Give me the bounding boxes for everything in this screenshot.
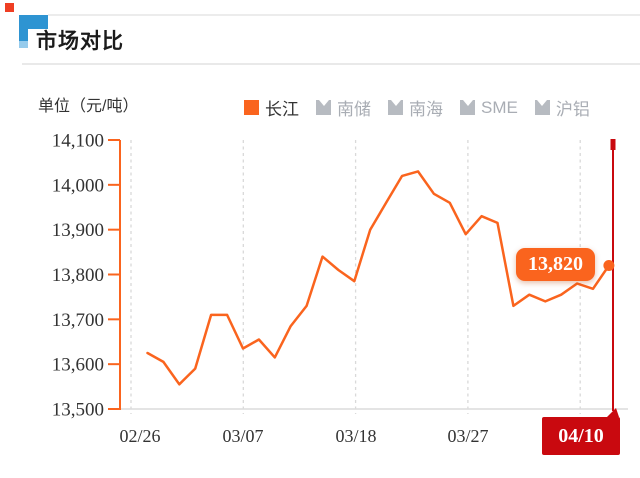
legend-marker-selected-icon	[244, 100, 259, 115]
legend-item-3[interactable]: 南海	[388, 95, 443, 120]
legend-item-2[interactable]: 南储	[316, 95, 371, 120]
y-tick-label: 13,800	[52, 265, 104, 286]
y-tick-label: 13,500	[52, 400, 104, 421]
axis-pointer-line-tip	[610, 139, 616, 150]
legend-item-5[interactable]: 沪铝	[534, 95, 590, 120]
axis-pointer-date: 04/10	[542, 408, 620, 455]
top-divider	[48, 14, 640, 16]
legend-marker-unselected-icon	[388, 100, 403, 115]
legend-label: 南海	[409, 100, 443, 119]
legend-label: 沪铝	[555, 100, 590, 119]
current-point-dot[interactable]	[603, 260, 615, 271]
legend-label: 南储	[337, 100, 371, 119]
legend: 长江 南储 南海 SME 沪铝	[244, 95, 590, 120]
x-tick-label: 03/18	[335, 426, 376, 446]
y-tick-label: 13,600	[52, 355, 104, 376]
legend-item-1[interactable]: 长江	[244, 95, 299, 120]
legend-label: SME	[481, 97, 518, 117]
title-corner-icon	[19, 15, 28, 42]
title-divider	[22, 63, 640, 65]
red-marker	[5, 3, 14, 12]
y-tick-label: 13,700	[52, 310, 104, 331]
price-line-changjiang[interactable]	[146, 170, 611, 386]
y-tick-label: 13,900	[52, 220, 104, 241]
y-tick-label: 14,000	[52, 175, 104, 196]
x-tick-label: 02/26	[119, 426, 160, 446]
x-tick-label: 03/07	[222, 426, 263, 446]
y-tick-label: 14,100	[52, 131, 104, 152]
legend-label: 长江	[265, 100, 299, 119]
legend-item-4[interactable]: SME	[460, 98, 518, 118]
unit-label: 单位（元/吨）	[38, 98, 139, 115]
legend-marker-unselected-icon	[534, 100, 550, 115]
legend-marker-unselected-icon	[460, 100, 475, 115]
page-title: 市场对比	[36, 30, 124, 53]
price-tooltip: 13,820	[516, 248, 595, 281]
legend-marker-unselected-icon	[316, 100, 331, 115]
x-tick-label: 03/27	[447, 426, 488, 446]
title-corner-icon	[19, 41, 28, 48]
